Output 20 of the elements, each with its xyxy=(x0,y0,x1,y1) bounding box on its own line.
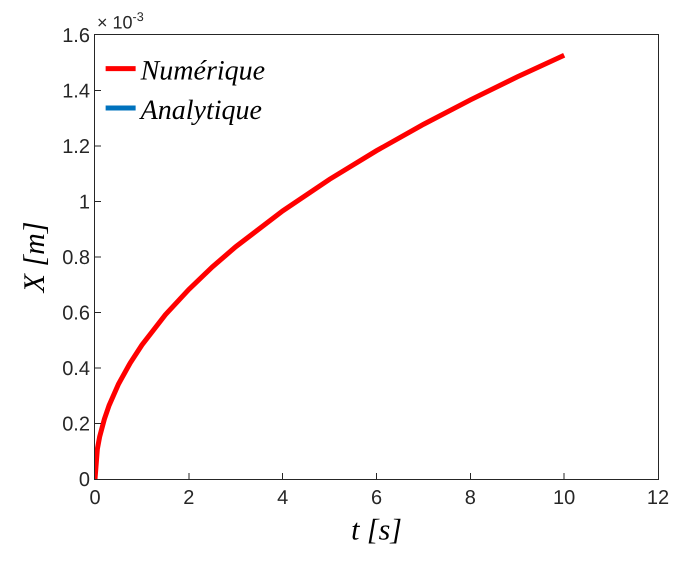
y-tick-label: 0.8 xyxy=(62,247,90,269)
y-tick-label: 0 xyxy=(78,469,90,491)
y-axis-title: X [m] xyxy=(18,222,52,294)
x-tick-label: 2 xyxy=(183,487,194,509)
text: × 10$^{-3}$ xyxy=(97,10,144,33)
y-tick-label: 0.4 xyxy=(62,358,90,380)
x-tick-label: 8 xyxy=(464,487,476,509)
x-tick-label: 4 xyxy=(277,487,288,509)
x-axis-title: t [s] xyxy=(351,514,402,546)
x-tick-label: 12 xyxy=(646,487,670,509)
y-tick-label: 1.4 xyxy=(62,80,90,102)
y-tick-label: 1 xyxy=(78,192,90,214)
legend-label: Analytique xyxy=(138,94,262,126)
y-tick-label: 0.2 xyxy=(62,414,90,436)
y-tick-label: 1.6 xyxy=(62,25,90,47)
y-tick-label: 0.6 xyxy=(62,302,90,324)
y-tick-label: 1.2 xyxy=(62,136,90,158)
legend-label: Numérique xyxy=(140,56,266,86)
x-tick-label: 10 xyxy=(553,487,576,509)
x-tick-label: 6 xyxy=(370,487,382,509)
